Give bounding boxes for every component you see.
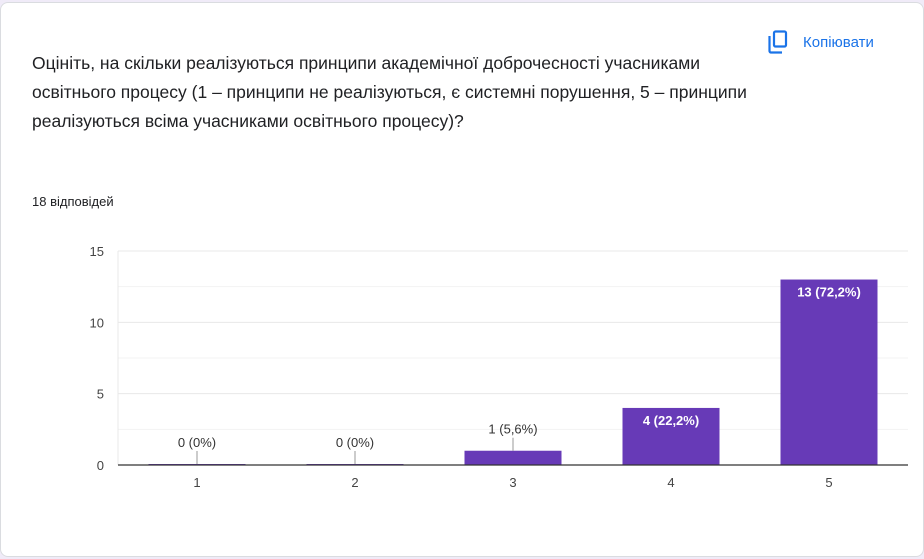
copy-button[interactable]: Копіювати	[767, 30, 874, 54]
copy-icon	[768, 30, 788, 54]
x-tick-label: 1	[193, 475, 200, 490]
y-tick-label: 0	[97, 458, 104, 473]
x-tick-label: 2	[351, 475, 358, 490]
data-label: 0 (0%)	[336, 435, 374, 450]
response-count: 18 відповідей	[32, 194, 114, 209]
bar-4	[622, 407, 720, 465]
x-tick-label: 5	[825, 475, 832, 490]
data-label: 0 (0%)	[178, 435, 216, 450]
y-tick-label: 15	[90, 244, 104, 259]
question-title: Оцініть, на скільки реалізуються принцип…	[32, 53, 747, 131]
copy-label: Копіювати	[803, 33, 874, 51]
x-tick-label: 4	[667, 475, 674, 490]
data-label: 13 (72,2%)	[797, 285, 861, 300]
y-tick-label: 5	[97, 387, 104, 402]
y-tick-label: 10	[90, 315, 104, 330]
x-tick-label: 3	[509, 475, 516, 490]
data-label: 1 (5,6%)	[488, 422, 537, 437]
bar-5	[780, 279, 878, 465]
bar-3	[464, 450, 562, 465]
data-label: 4 (22,2%)	[643, 413, 699, 428]
